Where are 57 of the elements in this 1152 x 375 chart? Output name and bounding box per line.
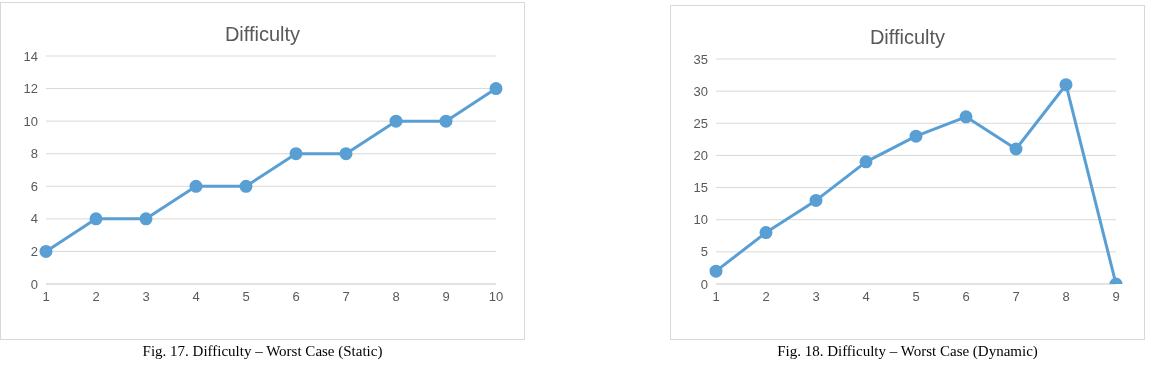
x-tick-label: 7 <box>342 289 350 305</box>
x-tick-label: 2 <box>762 289 770 305</box>
x-tick-label: 6 <box>292 289 300 305</box>
point <box>439 114 453 128</box>
point <box>239 179 253 193</box>
x-tick-label: 2 <box>92 289 100 305</box>
y-tick-label: 30 <box>693 83 708 99</box>
y-tick-label: 0 <box>700 276 708 292</box>
y-tick-label: 14 <box>23 48 38 64</box>
point <box>139 212 153 226</box>
x-tick-label: 8 <box>392 289 400 305</box>
x-tick-label: 9 <box>442 289 450 305</box>
x-tick-label: 1 <box>712 289 720 305</box>
caption: Fig. 17. Difficulty – Worst Case (Static) <box>141 343 384 360</box>
x-tick-label: 5 <box>242 289 250 305</box>
x-tick-label: 9 <box>1112 289 1120 305</box>
point <box>289 147 303 161</box>
y-tick-label: 35 <box>693 51 708 67</box>
point <box>709 264 723 278</box>
y-tick-label: 4 <box>30 211 38 227</box>
x-tick-label: 5 <box>912 289 920 305</box>
point <box>959 110 973 124</box>
point <box>339 147 353 161</box>
point <box>759 226 773 240</box>
chart-title: Difficulty <box>868 26 947 49</box>
x-tick-label: 1 <box>42 289 50 305</box>
x-tick-label: 7 <box>1012 289 1020 305</box>
y-tick-label: 10 <box>693 212 708 228</box>
y-tick-label: 10 <box>23 113 38 129</box>
point <box>39 244 53 258</box>
point <box>909 129 923 143</box>
y-tick-label: 5 <box>700 244 708 260</box>
x-tick-label: 8 <box>1062 289 1070 305</box>
point <box>389 114 403 128</box>
x-tick-label: 3 <box>812 289 820 305</box>
point <box>89 212 103 226</box>
caption: Fig. 18. Difficulty – Worst Case (Dynamic) <box>776 343 1039 360</box>
point <box>489 82 503 96</box>
chart-title: Difficulty <box>223 23 302 46</box>
y-tick-label: 12 <box>23 81 38 97</box>
y-tick-label: 6 <box>30 178 38 194</box>
point <box>809 193 823 207</box>
x-tick-label: 3 <box>142 289 150 305</box>
x-tick-label: 4 <box>192 289 200 305</box>
x-tick-label: 10 <box>488 289 504 305</box>
y-tick-label: 25 <box>693 115 708 131</box>
x-tick-label: 6 <box>962 289 970 305</box>
y-tick-label: 15 <box>693 180 708 196</box>
point <box>859 155 873 169</box>
y-tick-label: 8 <box>30 146 38 162</box>
x-tick-label: 4 <box>862 289 870 305</box>
point <box>189 179 203 193</box>
point <box>1009 142 1023 156</box>
y-tick-label: 20 <box>693 148 708 164</box>
y-tick-label: 2 <box>30 244 38 260</box>
y-tick-label: 0 <box>30 276 38 292</box>
point <box>1059 78 1073 92</box>
